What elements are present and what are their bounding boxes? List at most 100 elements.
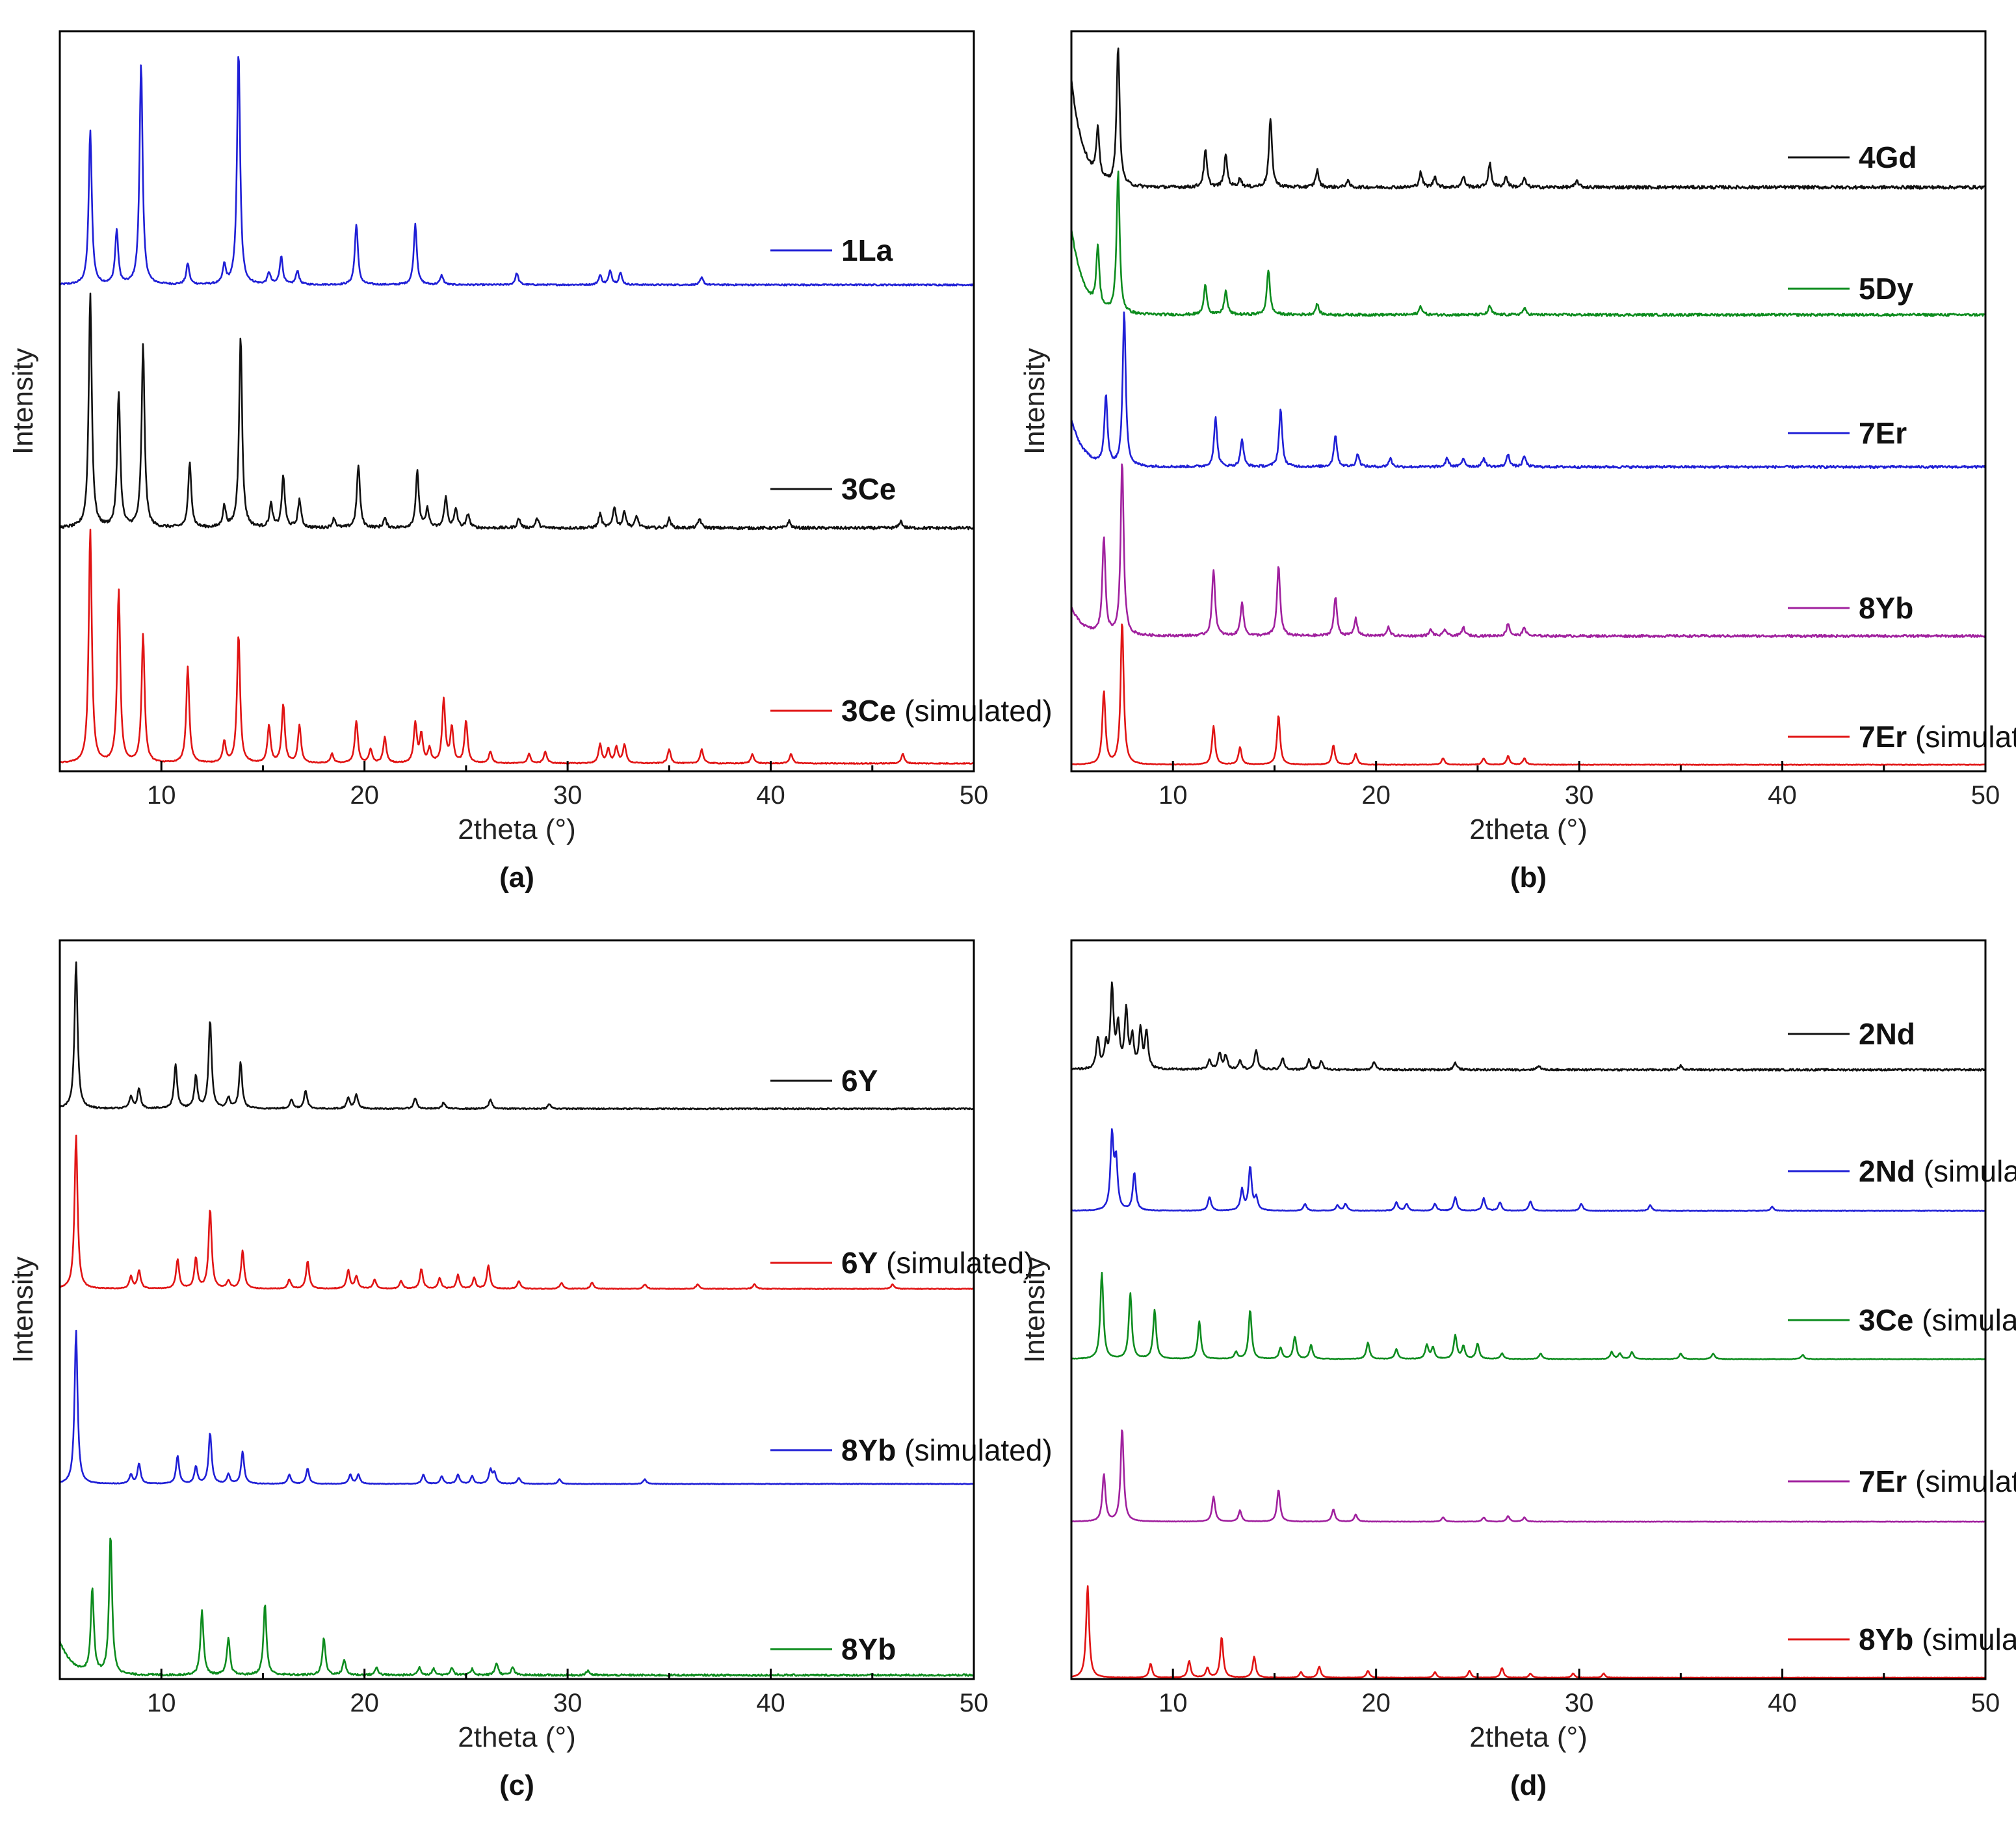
trace-4gd [1071,48,1985,189]
legend-label-bold: 3Ce [841,694,896,728]
x-tick-label: 50 [960,1689,989,1717]
legend-label: 8Yb (simulated) [841,1433,1053,1467]
legend-label-bold: 3Ce [841,472,896,506]
y-axis-label: Intensity [7,348,39,455]
legend-label: 5Dy [1859,272,1914,306]
legend-label: 8Yb (simulated) [1859,1622,2016,1656]
trace-3ce-simulated- [1071,1273,1985,1359]
trace-8yb-simulated- [1071,1586,1985,1678]
figure: 1La3Ce3Ce (simulated)10 20 30 40 502theta (°… [0,0,2016,1826]
legend-label-bold: 5Dy [1859,272,1914,306]
trace-1la [60,57,973,285]
x-tick-label: 40 [756,781,785,810]
panel-label: (a) [499,862,534,893]
legend-entry: 7Er (simulated) [1788,1464,2016,1498]
x-tick-label: 50 [1971,1689,2000,1717]
trace-7er [1071,312,1985,468]
legend-label-suffix: (simulated) [1915,1154,2016,1188]
legend-label: 1La [841,233,893,267]
x-tick-label: 10 [147,781,176,810]
x-tick-label: 20 [350,1689,379,1717]
legend-label-suffix: (simulated) [1913,1303,2016,1337]
legend-label: 7Er (simulated) [1859,720,2016,754]
trace-7er-simulated- [1071,624,1985,765]
x-axis-label: 2theta (°) [1469,814,1587,845]
panel-b: 4Gd 5Dy 7Er 8Yb 7Er (simulated) 10 20 30 40 50 2th… [1019,31,2016,893]
y-axis-label: Intensity [1019,348,1051,455]
x-tick-label: 10 [147,1689,176,1717]
trace-8yb [1071,464,1985,637]
y-axis-label: Intensity [1019,1256,1051,1363]
legend-label: 7Er [1859,416,1907,450]
legend-label: 8Yb [841,1632,896,1666]
x-axis-label: 2theta (°) [1469,1721,1587,1753]
legend-entry: 7Er (simulated) [1788,720,2016,754]
trace-6y-simulated- [60,1135,973,1290]
legend-label-bold: 4Gd [1859,140,1917,174]
legend-label-bold: 2Nd [1859,1017,1915,1051]
x-tick-label: 10 [1159,781,1188,810]
trace-5dy [1071,172,1985,316]
legend-label-bold: 8Yb [841,1632,896,1666]
trace-8yb [60,1539,973,1676]
legend-label-bold: 8Yb [1859,591,1913,625]
x-tick-label: 30 [1565,1689,1594,1717]
x-tick-label: 30 [1565,781,1594,810]
legend-entry: 2Nd (simulated) [1788,1154,2016,1188]
legend-label-suffix: (simulated) [1913,1622,2016,1656]
legend-label-bold: 7Er [1859,720,1907,754]
legend-label-bold: 1La [841,233,893,267]
legend-entry: 3Ce (simulated) [1788,1303,2016,1337]
legend-entry: 1La [770,233,893,267]
legend-label-bold: 7Er [1859,416,1907,450]
legend-label: 3Ce (simulated) [841,694,1053,728]
legend-entry: 3Ce [770,472,896,506]
x-tick-label: 50 [960,781,989,810]
legend-entry: 8Yb [1788,591,1913,625]
trace-2nd-simulated- [1071,1129,1985,1211]
legend-label: 3Ce (simulated) [1859,1303,2016,1337]
legend-label: 3Ce [841,472,896,506]
x-tick-label: 10 [1159,1689,1188,1717]
legend-label-suffix: (simulated) [1907,1464,2016,1498]
legend-label-suffix: (simulated) [878,1246,1034,1280]
plot-frame [60,940,974,1679]
legend-label: 7Er (simulated) [1859,1464,2016,1498]
legend-entry: 4Gd [1788,140,1917,174]
x-axis-label: 2theta (°) [458,1721,575,1753]
panel-label: (b) [1510,862,1547,893]
trace-3ce [60,293,973,529]
legend-label-suffix: (simulated) [1907,720,2016,754]
x-tick-label: 30 [553,781,583,810]
legend-label-bold: 7Er [1859,1464,1907,1498]
plot-frame [60,31,974,771]
legend-entry: 6Y (simulated) [770,1246,1034,1280]
legend-label-bold: 6Y [841,1246,878,1280]
legend-label: 6Y (simulated) [841,1246,1034,1280]
legend-entry: 7Er [1788,416,1907,450]
x-tick-label: 40 [1768,781,1797,810]
legend-label-bold: 2Nd [1859,1154,1915,1188]
legend-entry: 8Yb (simulated) [770,1433,1053,1467]
x-tick-label: 40 [756,1689,785,1717]
x-tick-label: 50 [1971,781,2000,810]
panel-label: (c) [499,1769,534,1801]
legend-label-bold: 3Ce [1859,1303,1913,1337]
legend-entry: 8Yb (simulated) [1788,1622,2016,1656]
legend-label: 4Gd [1859,140,1917,174]
legend-entry: 8Yb [770,1632,896,1666]
x-axis-label: 2theta (°) [458,814,575,845]
plot-frame [1071,31,1985,771]
legend-label: 6Y [841,1064,878,1098]
x-tick-label: 40 [1768,1689,1797,1717]
legend-label-bold: 8Yb [841,1433,896,1467]
x-tick-label: 20 [1361,781,1391,810]
legend-entry: 6Y [770,1064,878,1098]
trace-3ce-simulated- [60,529,973,763]
trace-2nd [1071,983,1985,1071]
legend-label: 2Nd (simulated) [1859,1154,2016,1188]
legend-label: 8Yb [1859,591,1913,625]
